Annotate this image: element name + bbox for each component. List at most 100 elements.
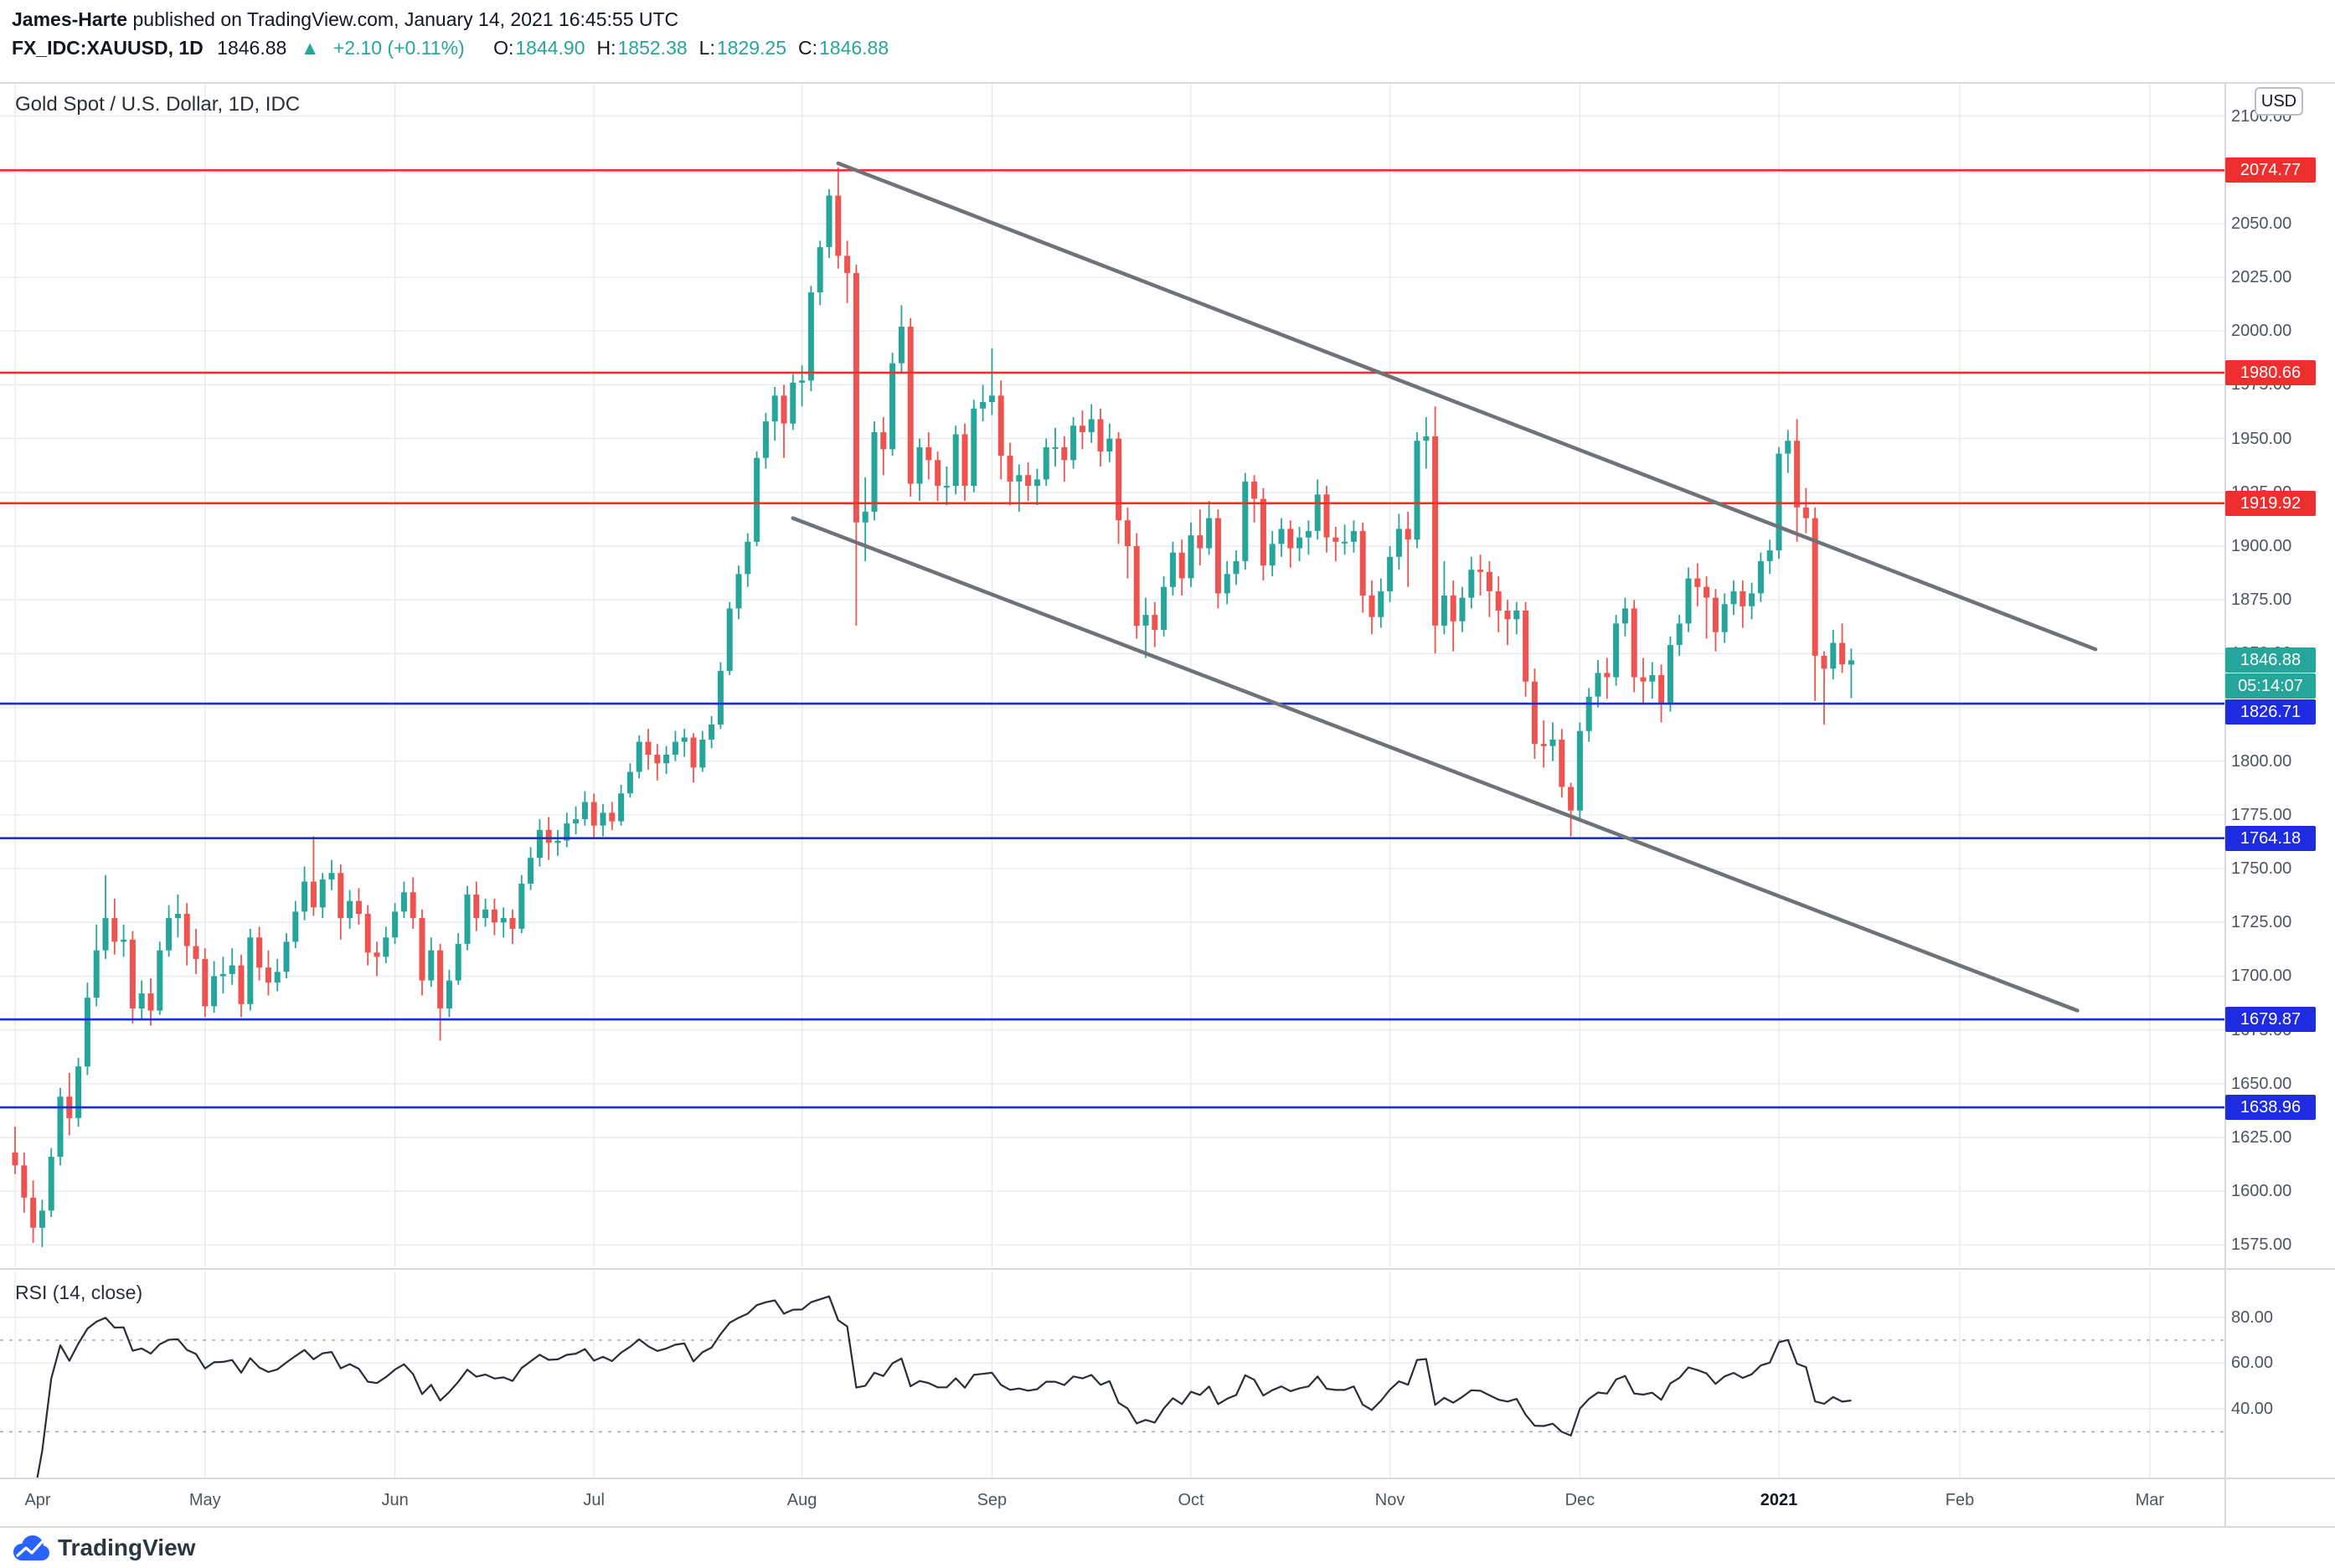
candle-body: [428, 950, 435, 981]
candle-body: [771, 395, 778, 422]
trendline-2[interactable]: [791, 516, 2080, 1013]
candle-body: [419, 918, 425, 981]
candlestick-series: [12, 168, 1854, 1247]
candle-body: [1142, 615, 1149, 626]
rsi-grid: [0, 1271, 2224, 1478]
candle-body: [464, 894, 471, 944]
candle-body: [509, 918, 516, 929]
candle-body: [898, 327, 905, 364]
candle-body: [618, 793, 625, 822]
candle-body: [1495, 591, 1502, 611]
candle-body: [581, 802, 588, 819]
candle-body: [1757, 560, 1764, 594]
candle-body: [338, 873, 344, 919]
time-axis-label-may: May: [188, 1491, 221, 1509]
candle-body: [1794, 441, 1801, 508]
candle-body: [111, 918, 118, 942]
candle-body: [157, 950, 163, 1011]
rsi-timeaxis-separator: [0, 1478, 2335, 1479]
price-tick-label: 1600.00: [2231, 1182, 2292, 1201]
time-axis-label-2021: 2021: [1760, 1491, 1798, 1509]
candle-body: [1685, 578, 1692, 624]
time-axis-label-feb: Feb: [1945, 1491, 1975, 1509]
currency-toggle-button[interactable]: USD: [2255, 87, 2303, 116]
candle-body: [681, 737, 688, 742]
ohlc-label: C:: [797, 37, 817, 59]
candle-body: [1621, 608, 1628, 624]
candle-body: [862, 511, 869, 523]
candle-body: [564, 823, 570, 841]
ohlc-label: L:: [698, 37, 715, 59]
footer-separator: [0, 1526, 2335, 1528]
price-tick-label: 1625.00: [2231, 1127, 2292, 1147]
price-tick-label: 2050.00: [2231, 214, 2292, 233]
candle-body: [57, 1096, 64, 1158]
candle-body: [374, 952, 380, 957]
candle-body: [1188, 535, 1194, 579]
candle-body: [446, 980, 452, 1008]
price-scale[interactable]: 1575.001600.001625.001650.001675.001700.…: [2224, 0, 2335, 1526]
symbol-name: FX_IDC:XAUUSD,: [12, 37, 173, 59]
horizontal-price-lines[interactable]: [0, 169, 2224, 1109]
candle-body: [799, 380, 806, 383]
candle-body: [745, 541, 751, 575]
candle-body: [1631, 608, 1637, 678]
main-price-pane[interactable]: [0, 84, 2224, 1266]
candle-body: [21, 1165, 28, 1198]
candle-body: [988, 395, 995, 402]
candle-body: [1116, 438, 1122, 521]
tradingview-cloud-logo-icon: [13, 1535, 49, 1560]
candle-body: [400, 892, 407, 912]
change-arrow-icon: ▲: [300, 37, 320, 59]
candle-body: [229, 965, 235, 974]
candle-body: [1342, 541, 1348, 544]
price-line-label: 1638.96: [2225, 1095, 2316, 1121]
candle-body: [129, 939, 136, 1008]
candle-body: [1161, 586, 1168, 630]
rsi-pane[interactable]: [0, 1271, 2224, 1478]
candle-body: [1152, 615, 1158, 631]
candle-body: [1549, 740, 1556, 746]
candle-body: [844, 255, 851, 273]
time-scale[interactable]: Apr May Jun Jul Aug Sep Oct Nov Dec 2021 Feb Mar: [0, 1478, 2224, 1526]
candle-body: [265, 967, 271, 983]
symbol-info-bar: FX_IDC:XAUUSD, 1D 1846.88 ▲ +2.10 (+0.11…: [12, 37, 889, 59]
price-line-label: 1919.92: [2225, 490, 2316, 516]
candle-body: [1378, 591, 1384, 617]
candle-body: [1061, 446, 1068, 461]
candle-body: [826, 195, 832, 248]
candle-body: [961, 434, 968, 487]
candle-body: [645, 741, 652, 755]
candle-body: [1486, 571, 1492, 591]
candle-body: [1350, 531, 1357, 542]
price-tick-label: 2025.00: [2231, 268, 2292, 287]
candle-body: [952, 434, 959, 487]
candle-body: [717, 670, 724, 725]
candle-body: [174, 914, 181, 919]
candle-body: [1214, 518, 1221, 594]
trendline-1[interactable]: [836, 161, 2098, 652]
candle-body: [1007, 456, 1013, 482]
candle-body: [1776, 453, 1782, 551]
trendlines[interactable]: [791, 161, 2098, 1013]
candle-body: [1197, 535, 1204, 549]
candle-body: [1712, 597, 1719, 632]
candle-body: [1531, 681, 1538, 745]
time-axis-label-sep: Sep: [977, 1491, 1008, 1509]
candle-body: [319, 879, 326, 908]
candle-body: [1839, 642, 1846, 665]
time-axis-label-jul: Jul: [583, 1491, 605, 1509]
ohlc-label: H:: [596, 37, 616, 59]
candle-body: [916, 446, 923, 484]
time-axis-label-aug: Aug: [786, 1491, 817, 1509]
candle-body: [183, 914, 190, 946]
candle-body: [84, 998, 90, 1067]
candle-body: [12, 1152, 18, 1166]
candle-body: [274, 972, 281, 983]
time-axis-label-mar: Mar: [2135, 1491, 2165, 1509]
candle-body: [1332, 537, 1339, 542]
candle-body: [292, 911, 299, 942]
candle-body: [1070, 426, 1077, 461]
tradingview-brand-link[interactable]: TradingView: [10, 1531, 195, 1565]
candle-body: [238, 965, 245, 1004]
